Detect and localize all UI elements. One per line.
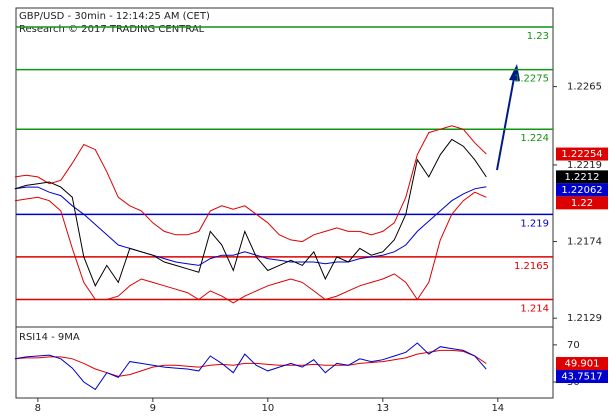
forecast-arrow <box>496 64 520 171</box>
price-tag <box>556 170 608 184</box>
chart-title: GBP/USD - 30min - 12:14:25 AM (CET) <box>19 11 210 22</box>
series-line <box>14 349 487 377</box>
panel-title: RSI14 - 9MA <box>19 332 80 343</box>
price-tag <box>556 147 608 161</box>
arrow-head <box>509 64 520 81</box>
price-tag <box>556 370 608 384</box>
price-tag-label: 1.22062 <box>561 185 602 196</box>
series-line <box>14 125 487 243</box>
series-line <box>14 138 487 287</box>
level-label: 1.23 <box>527 31 549 42</box>
x-tick-label: 14 <box>491 403 504 414</box>
level-label: 1.2165 <box>514 261 549 272</box>
level-label: 1.2275 <box>514 74 549 85</box>
price-tag <box>556 196 608 210</box>
x-tick-label: 10 <box>261 403 274 414</box>
frame <box>15 7 554 399</box>
y-tick-label: 1.2174 <box>567 237 602 248</box>
y-tick-label: 1.2129 <box>567 313 602 324</box>
y-tick-label: 1.2219 <box>567 160 602 171</box>
price-tag-label: 1.2212 <box>565 172 600 183</box>
series-line <box>14 342 487 391</box>
price-tag-label: 1.22254 <box>561 149 602 160</box>
level-label: 1.224 <box>520 133 549 144</box>
price-tag <box>556 357 608 371</box>
price-tag <box>556 183 608 197</box>
y-tick-label: 1.2265 <box>567 82 602 93</box>
y-tick-label: 70 <box>567 340 580 351</box>
arrow-shaft <box>496 77 515 171</box>
level-label: 1.214 <box>520 303 549 314</box>
chart-subtitle: Research © 2017 TRADING CENTRAL <box>19 24 205 35</box>
series-line <box>14 191 487 304</box>
x-tick-label: 9 <box>150 403 156 414</box>
price-tag-label: 1.22 <box>571 198 593 209</box>
level-label: 1.219 <box>520 218 549 229</box>
x-tick-label: 8 <box>35 403 41 414</box>
x-tick-label: 13 <box>376 403 389 414</box>
series-line <box>14 186 487 266</box>
price-tag-label: 49.901 <box>565 359 600 370</box>
price-tag-label: 43.7517 <box>561 372 602 383</box>
